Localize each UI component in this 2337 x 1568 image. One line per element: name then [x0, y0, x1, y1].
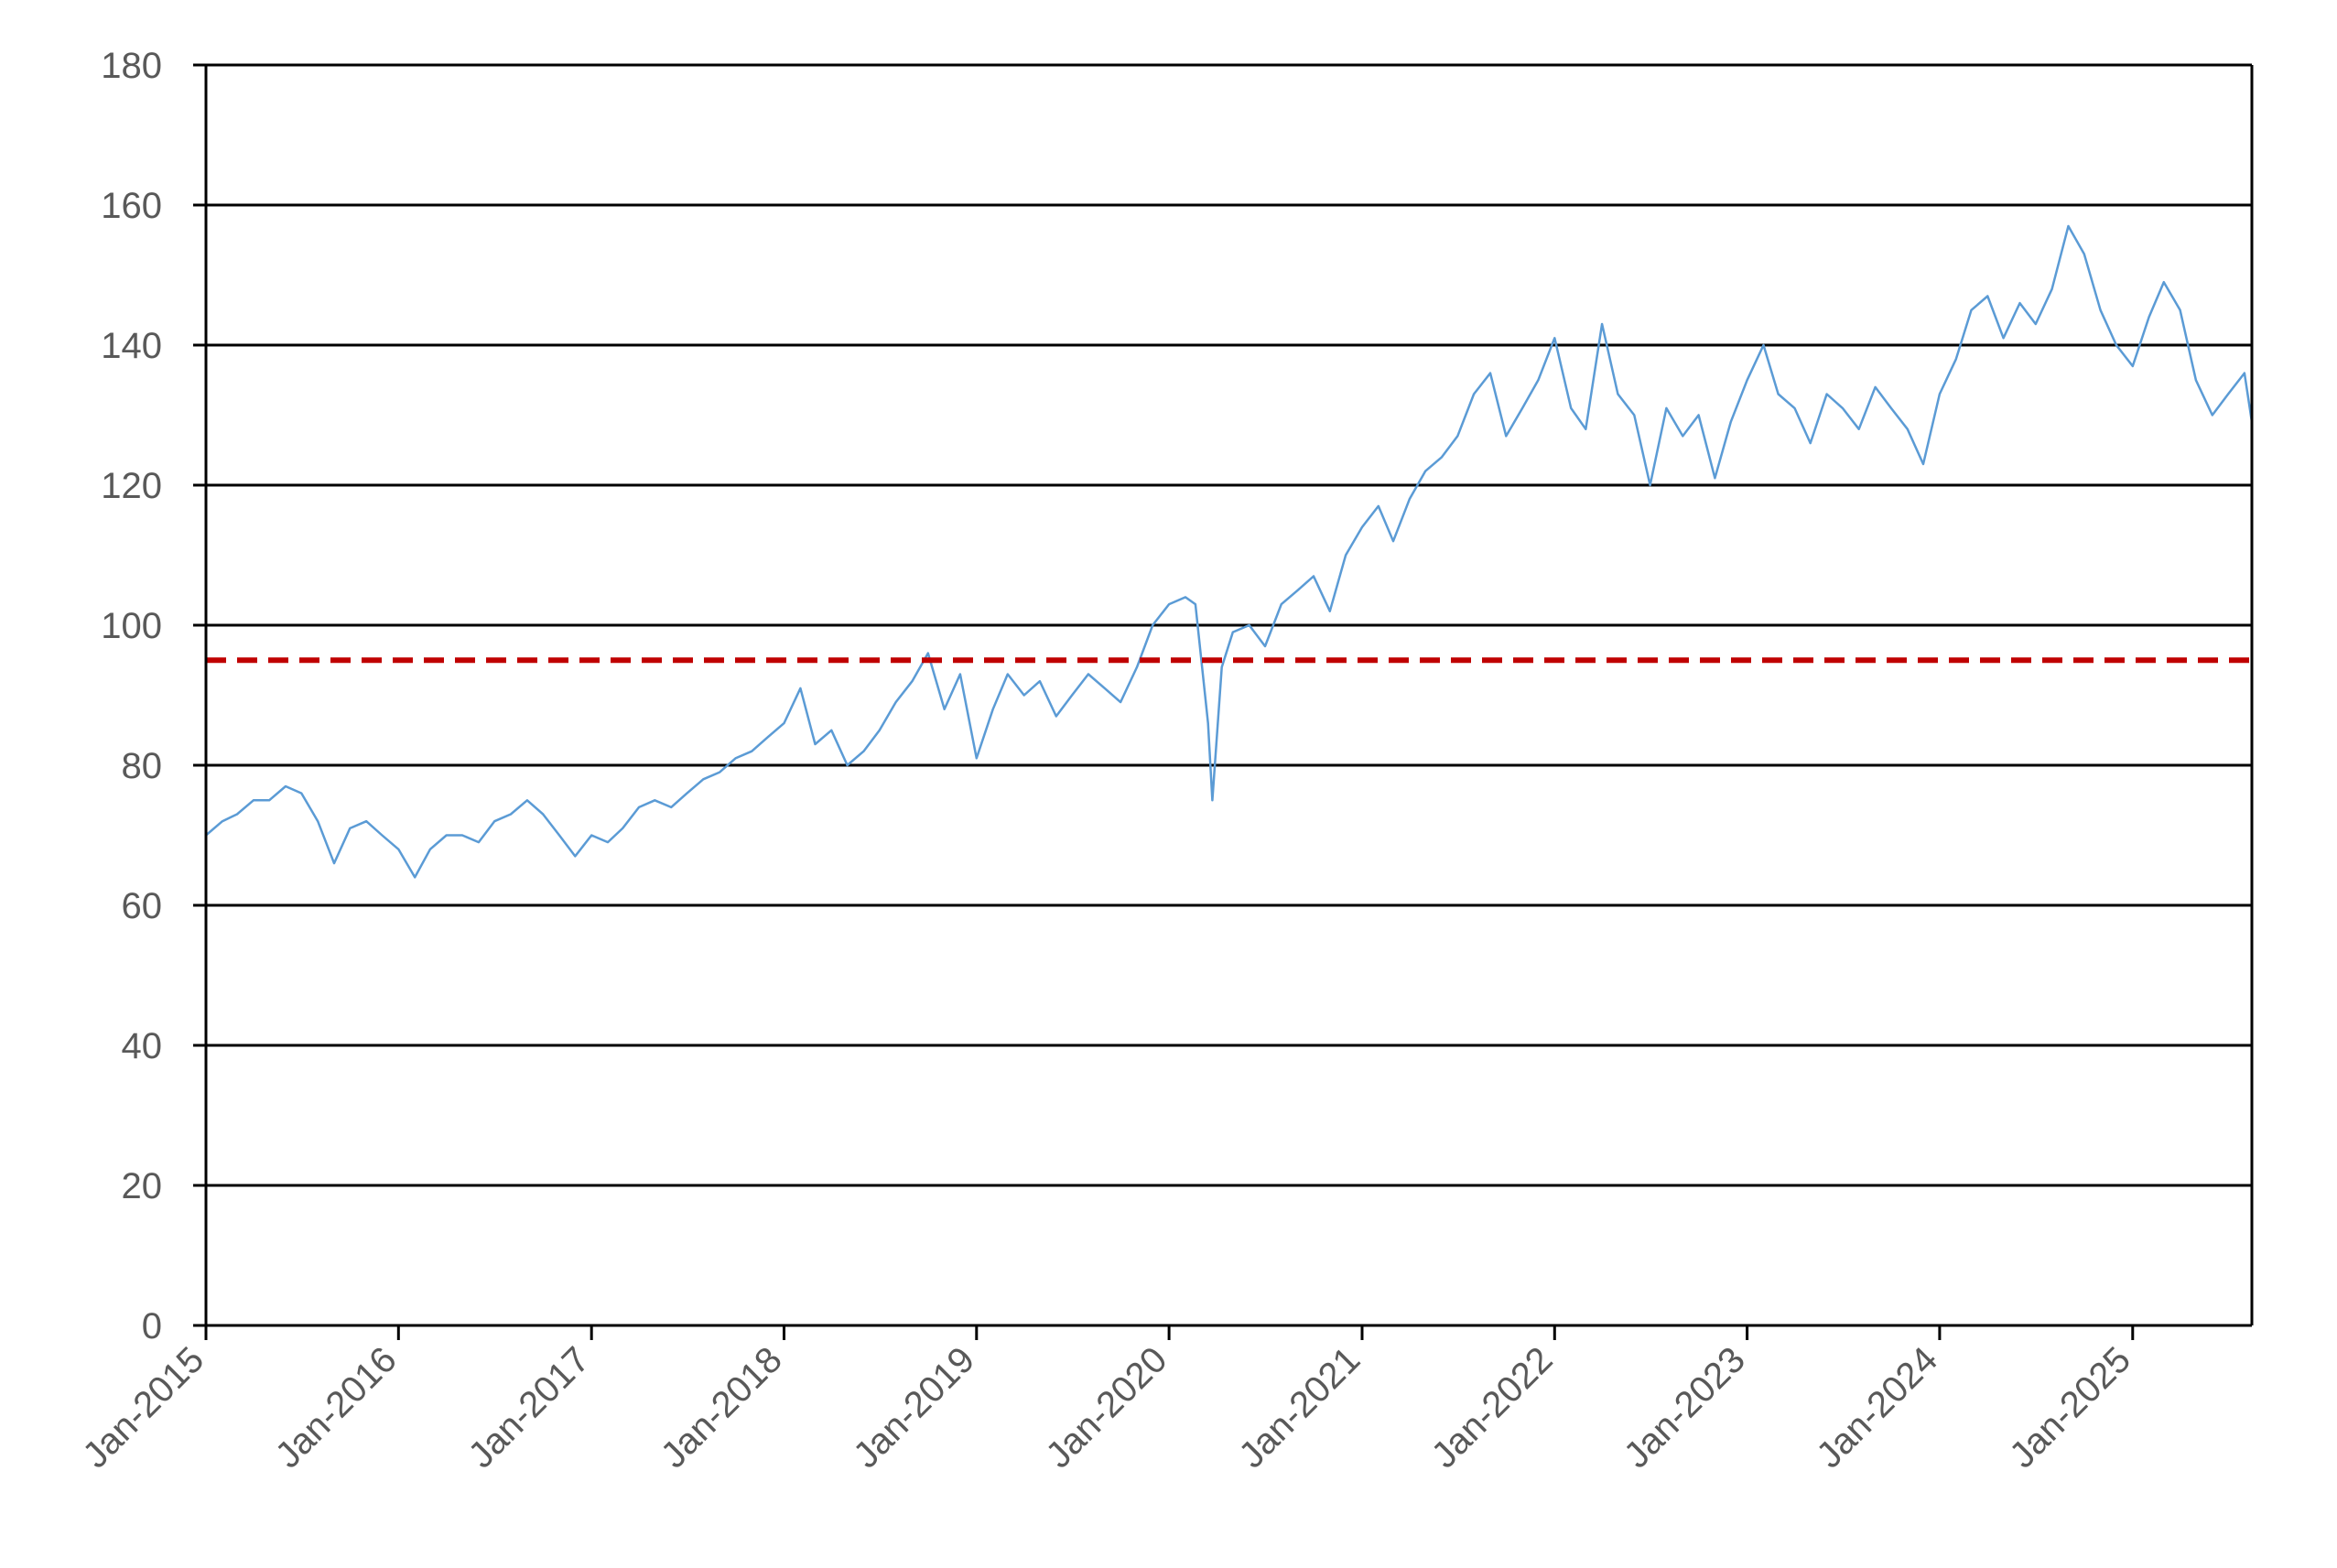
y-tick-label: 160: [101, 186, 162, 226]
y-tick-label: 80: [122, 746, 163, 786]
y-axis-tick-labels: 0 20 40 60 80 100 120 140 160 180: [101, 46, 162, 1346]
series-group: [205, 224, 2254, 879]
y-tick-label: 120: [101, 466, 162, 506]
gridlines: [193, 63, 2252, 1327]
plot-frame: [204, 65, 2254, 1327]
y-tick-label: 180: [101, 46, 162, 86]
y-tick-label: 0: [142, 1306, 162, 1346]
y-tick-label: 140: [101, 326, 162, 366]
y-tick-label: 100: [101, 606, 162, 646]
y-tick-label: 20: [122, 1166, 163, 1206]
y-tick-label: 40: [122, 1026, 163, 1066]
series-line: [205, 224, 2254, 879]
y-tick-label: 60: [122, 886, 163, 926]
